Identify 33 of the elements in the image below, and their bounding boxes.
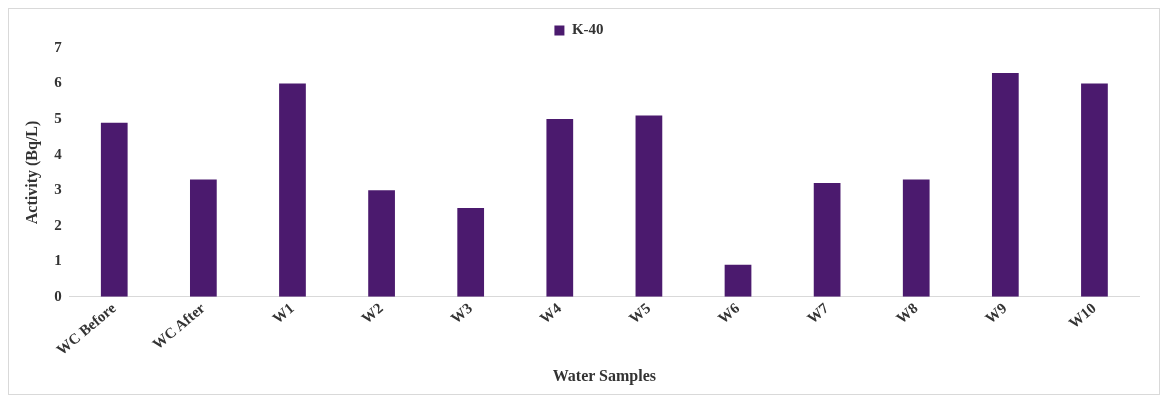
x-tick-label: W5 (625, 299, 654, 327)
bar (1081, 83, 1108, 297)
x-tick-label: W7 (804, 299, 832, 327)
y-tick-label: 6 (54, 74, 63, 91)
y-tick-label: 7 (54, 38, 63, 55)
y-tick-label: 0 (54, 287, 62, 304)
bar (991, 72, 1019, 297)
bar (724, 264, 752, 297)
x-tick-label: W9 (982, 299, 1010, 327)
x-axis-title: Water Samples (552, 366, 656, 385)
y-axis-title: Activity (Bq/L) (22, 120, 41, 225)
x-tick-label: W10 (1065, 299, 1099, 332)
y-tick-label: 4 (54, 145, 63, 162)
y-tick-label: 5 (54, 109, 62, 126)
bar (546, 119, 574, 297)
bar (813, 183, 841, 297)
legend-label: K-40 (571, 21, 604, 38)
x-tick-label: W1 (269, 299, 297, 327)
x-tick-label: W3 (447, 299, 476, 327)
bar (279, 83, 306, 297)
x-tick-label: W6 (714, 299, 743, 327)
x-tick-label: W4 (536, 299, 565, 327)
bar (368, 190, 395, 297)
x-tick-label: W2 (358, 299, 386, 327)
bar (635, 115, 663, 297)
bar (902, 179, 930, 297)
y-tick-label: 3 (54, 181, 62, 198)
y-tick-label: 2 (54, 216, 62, 233)
x-tick-label: W8 (893, 299, 921, 327)
bar (457, 207, 485, 297)
bar (100, 122, 128, 297)
y-tick-label: 1 (54, 252, 62, 269)
bar (190, 179, 217, 297)
